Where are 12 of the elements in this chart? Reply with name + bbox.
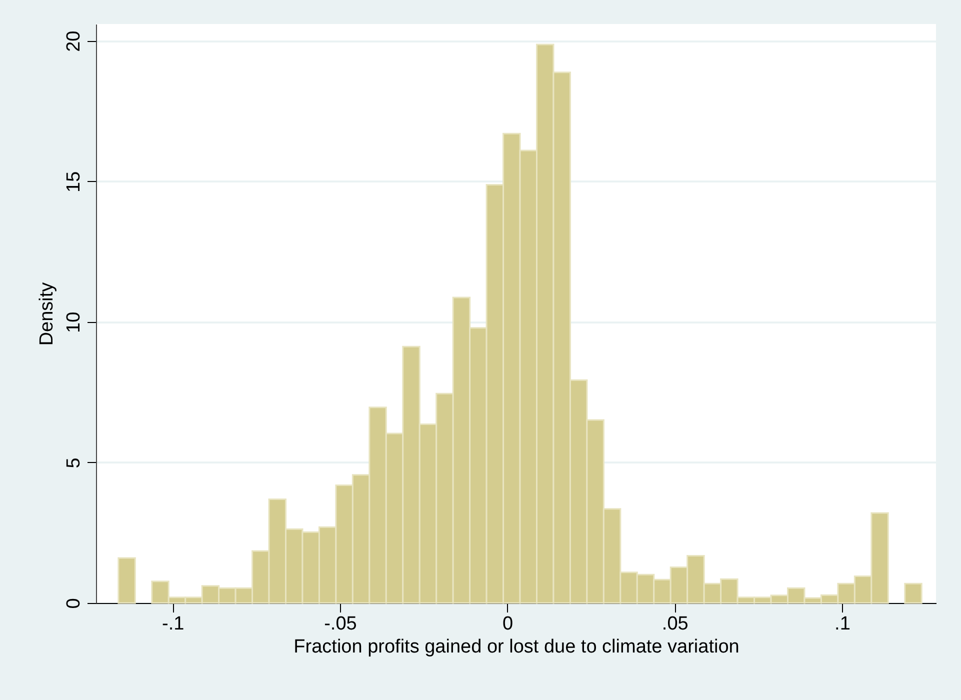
x-tick-label: .1 <box>834 614 850 634</box>
x-tick-label: -.05 <box>324 614 357 634</box>
x-tick-label: -.1 <box>162 614 184 634</box>
y-tick-label: 5 <box>64 458 84 468</box>
x-tick-label: .05 <box>662 614 688 634</box>
x-axis-title: Fraction profits gained or lost due to climate variation <box>294 636 740 658</box>
y-tick-label: 20 <box>64 30 84 52</box>
y-tick-label: 15 <box>64 171 84 192</box>
y-tick-label: 0 <box>64 598 84 609</box>
y-tick-label: 10 <box>64 312 84 333</box>
y-axis-title: Density <box>36 282 58 346</box>
x-tick-label: 0 <box>502 614 514 634</box>
